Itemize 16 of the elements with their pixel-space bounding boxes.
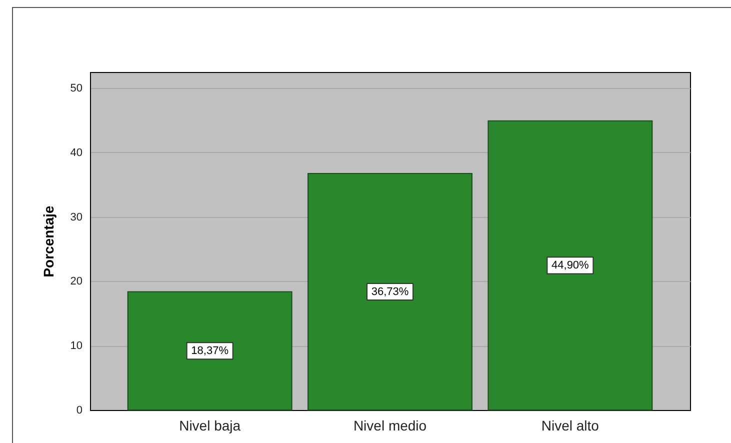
bar xyxy=(488,120,653,410)
data-label: 36,73% xyxy=(371,286,409,298)
y-tick-label: 20 xyxy=(70,276,82,288)
bar xyxy=(127,291,292,410)
y-tick-label: 30 xyxy=(70,211,82,224)
y-tick-label: 50 xyxy=(70,82,82,95)
x-tick-label: Nivel alto xyxy=(541,418,600,434)
y-tick-label: 0 xyxy=(76,404,82,416)
x-tick-label: Nivel medio xyxy=(353,418,427,434)
x-tick-label: Nivel baja xyxy=(179,418,241,434)
y-tick-label: 40 xyxy=(70,146,82,159)
y-axis-title: Porcentaje xyxy=(40,205,56,278)
bar xyxy=(308,173,472,410)
data-label: 18,37% xyxy=(191,344,229,357)
data-label: 44,90% xyxy=(552,259,590,272)
y-tick-label: 10 xyxy=(70,340,82,352)
